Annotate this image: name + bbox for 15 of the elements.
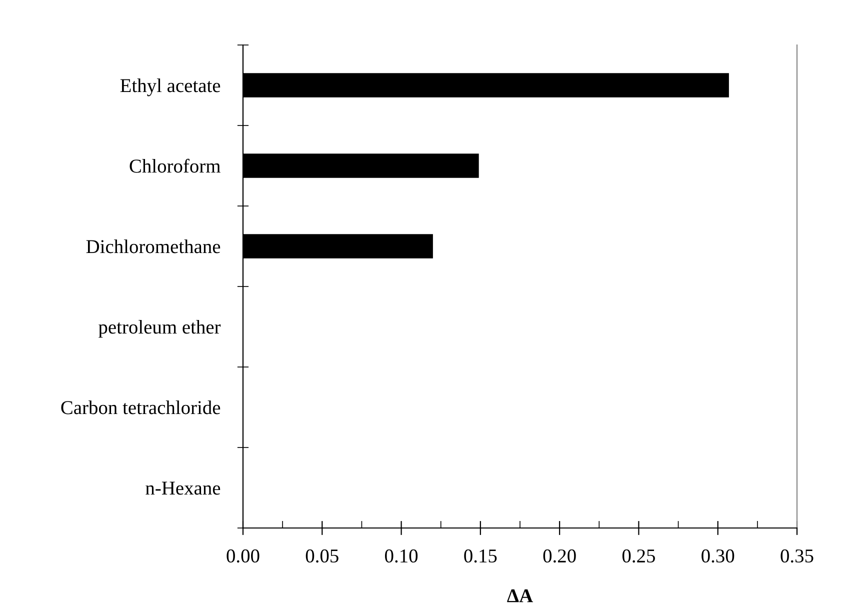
y-tick-label: Dichloromethane [86,240,220,254]
x-tick-label: 0.00 [226,549,260,563]
x-axis-title: ΔA [507,589,533,602]
y-tick-label: Ethyl acetate [120,78,220,96]
x-tick-label: 0.20 [543,549,576,563]
y-tick-label: n-Hexane [146,482,220,495]
x-tick-label: 0.10 [385,549,418,563]
y-tick-label: Carbon tetrachloride [61,400,220,414]
x-tick-label: 0.30 [702,549,734,563]
x-tick-label: 0.05 [306,549,338,563]
x-tick-label: 0.15 [464,549,497,563]
x-tick-label: 0.25 [622,549,655,563]
y-tick-label: Chloroform [130,158,220,173]
y-tick-label: petroleum ether [98,320,221,338]
x-tick-label: 0.35 [780,549,814,563]
